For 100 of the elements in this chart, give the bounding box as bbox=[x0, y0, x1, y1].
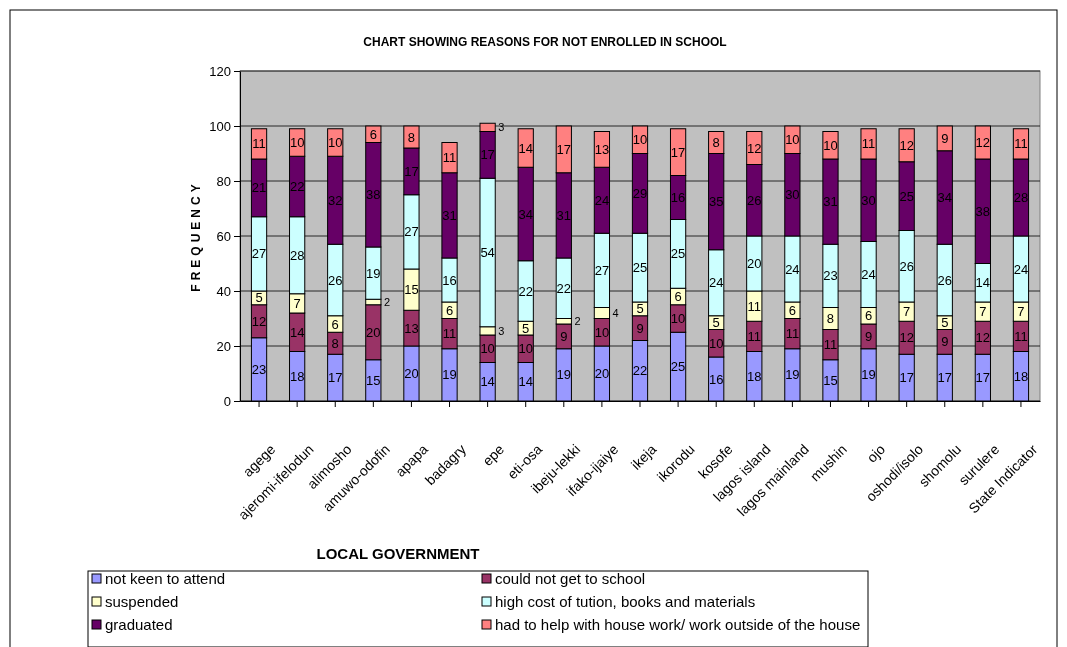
data-label: 16 bbox=[670, 190, 686, 206]
data-label: 10 bbox=[708, 335, 724, 351]
data-label: 25 bbox=[632, 260, 648, 276]
data-label: 38 bbox=[975, 203, 991, 219]
data-label: 17 bbox=[975, 370, 991, 386]
data-label: 10 bbox=[328, 135, 343, 151]
data-label: 24 bbox=[785, 261, 800, 277]
data-label: 17 bbox=[556, 141, 572, 157]
legend-label: graduated bbox=[105, 616, 173, 634]
data-label: 20 bbox=[366, 324, 381, 340]
data-label: 7 bbox=[1017, 304, 1025, 320]
data-label: 11 bbox=[747, 298, 762, 314]
data-label: 11 bbox=[861, 136, 876, 152]
data-label: 6 bbox=[331, 316, 339, 332]
data-label: 25 bbox=[670, 359, 686, 375]
data-label: 31 bbox=[823, 194, 838, 210]
data-label: 29 bbox=[632, 185, 648, 201]
data-label: 14 bbox=[289, 324, 305, 340]
data-label: 35 bbox=[708, 194, 724, 210]
data-label: 10 bbox=[518, 341, 533, 357]
data-label: 26 bbox=[328, 272, 343, 288]
legend-label: could not get to school bbox=[495, 570, 646, 588]
data-label: 10 bbox=[594, 324, 610, 340]
data-label: 30 bbox=[861, 192, 876, 208]
data-label: 24 bbox=[861, 267, 876, 283]
data-label: 18 bbox=[747, 368, 762, 384]
data-label: 17 bbox=[899, 370, 914, 386]
data-label: 5 bbox=[522, 320, 530, 336]
data-label: 12 bbox=[899, 137, 914, 153]
data-label: 5 bbox=[636, 301, 644, 317]
data-label: 8 bbox=[712, 135, 720, 151]
data-label: 11 bbox=[252, 136, 266, 152]
data-label: 38 bbox=[366, 187, 381, 203]
data-label: 27 bbox=[251, 246, 267, 262]
data-label: 4 bbox=[612, 306, 619, 319]
y-tick-label: 60 bbox=[216, 228, 231, 244]
data-label: 18 bbox=[289, 368, 305, 384]
data-label: 9 bbox=[941, 130, 949, 146]
y-tick-label: 40 bbox=[216, 283, 231, 299]
legend-label: had to help with house work/ work outside of the house bbox=[495, 616, 861, 634]
data-label: 15 bbox=[404, 282, 419, 298]
data-label: 26 bbox=[747, 192, 762, 208]
data-label: 22 bbox=[632, 363, 648, 379]
x-tick-label: epe bbox=[479, 440, 508, 469]
data-label: 25 bbox=[670, 246, 686, 262]
data-label: 20 bbox=[594, 366, 610, 382]
data-label: 10 bbox=[632, 132, 648, 148]
data-label: 11 bbox=[747, 328, 762, 344]
data-label: 8 bbox=[331, 335, 339, 351]
data-label: 17 bbox=[328, 370, 343, 386]
data-label: 27 bbox=[594, 262, 610, 278]
data-label: 54 bbox=[480, 245, 495, 261]
data-label: 16 bbox=[442, 272, 457, 288]
data-label: 8 bbox=[826, 311, 835, 327]
data-label: 23 bbox=[251, 361, 267, 377]
y-tick-label: 20 bbox=[216, 338, 231, 354]
data-label: 17 bbox=[480, 147, 495, 163]
data-label: 32 bbox=[328, 192, 343, 208]
y-tick-label: 80 bbox=[216, 173, 231, 189]
data-label: 10 bbox=[670, 311, 686, 327]
data-label: 6 bbox=[864, 308, 873, 324]
data-label: 6 bbox=[445, 302, 454, 318]
chart-title: CHART SHOWING REASONS FOR NOT ENROLLED IN SCHOOL bbox=[363, 35, 727, 49]
data-label: 34 bbox=[518, 206, 533, 222]
data-label: 9 bbox=[864, 328, 873, 344]
data-label: 22 bbox=[518, 283, 533, 299]
data-label: 12 bbox=[251, 313, 267, 329]
data-label: 15 bbox=[366, 372, 381, 388]
data-label: 19 bbox=[785, 367, 800, 383]
data-label: 19 bbox=[861, 367, 876, 383]
data-label: 24 bbox=[1013, 261, 1029, 277]
y-tick-label: 120 bbox=[209, 63, 231, 79]
data-label: 8 bbox=[407, 129, 416, 145]
data-label: 17 bbox=[670, 144, 686, 160]
legend-label: suspended bbox=[105, 593, 179, 611]
data-label: 26 bbox=[899, 258, 914, 274]
y-axis-title: FREQUENCY bbox=[189, 180, 203, 292]
data-label: 11 bbox=[442, 326, 457, 342]
data-label: 11 bbox=[1014, 136, 1028, 152]
data-label: 20 bbox=[404, 366, 419, 382]
data-label: 11 bbox=[1014, 328, 1028, 344]
data-label: 20 bbox=[747, 256, 762, 272]
legend-label: not keen to attend bbox=[105, 570, 226, 588]
data-label: 19 bbox=[366, 265, 381, 281]
data-label: 5 bbox=[255, 290, 263, 306]
data-label: 2 bbox=[574, 315, 581, 328]
data-label: 24 bbox=[708, 275, 724, 291]
data-label: 25 bbox=[899, 188, 914, 204]
data-label: 7 bbox=[979, 304, 987, 320]
data-label: 2 bbox=[383, 295, 391, 308]
data-label: 14 bbox=[975, 275, 991, 291]
data-label: 12 bbox=[899, 330, 914, 346]
data-label: 31 bbox=[442, 207, 457, 223]
data-label: 31 bbox=[556, 207, 572, 223]
data-label: 22 bbox=[289, 179, 305, 195]
data-label: 9 bbox=[560, 328, 568, 344]
data-label: 11 bbox=[823, 337, 838, 353]
data-label: 14 bbox=[518, 374, 533, 390]
data-label: 28 bbox=[1013, 190, 1029, 206]
data-label: 22 bbox=[556, 280, 572, 296]
